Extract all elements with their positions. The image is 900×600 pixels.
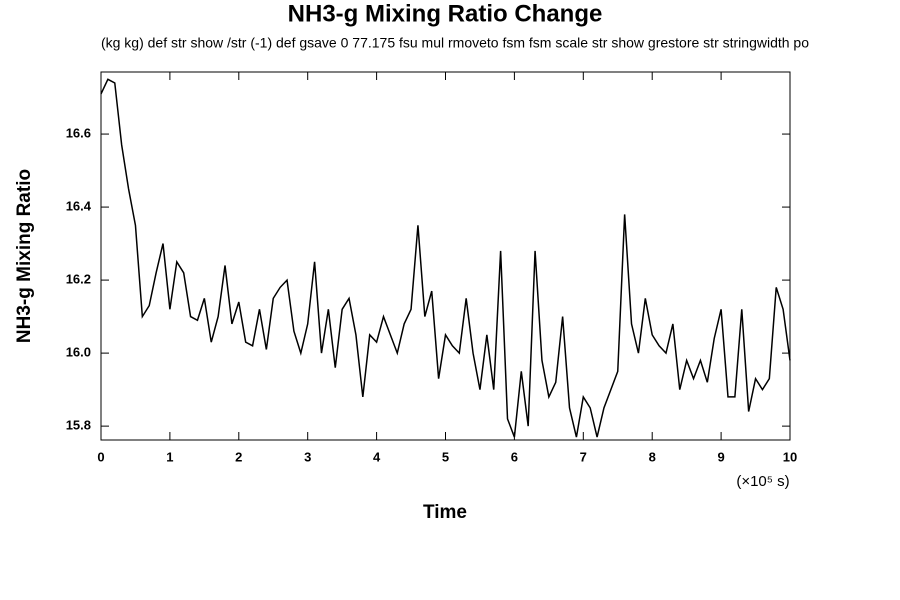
chart-subtitle: (kg kg) def str show /str (-1) def gsave… bbox=[101, 35, 809, 51]
y-tick-label: 16.4 bbox=[66, 199, 92, 214]
x-tick-label: 1 bbox=[166, 449, 173, 464]
x-tick-label: 8 bbox=[649, 449, 656, 464]
chart-title: NH3-g Mixing Ratio Change bbox=[288, 0, 603, 27]
plot-frame bbox=[100, 71, 791, 441]
x-tick-label: 3 bbox=[304, 449, 311, 464]
x-tick-label: 9 bbox=[717, 449, 724, 464]
x-tick-label: 2 bbox=[235, 449, 242, 464]
x-axis-label: Time bbox=[423, 502, 467, 523]
x-tick-label: 0 bbox=[97, 449, 104, 464]
y-tick-label: 16.6 bbox=[66, 126, 91, 141]
x-axis-unit: (×10⁵ s) bbox=[736, 473, 789, 490]
x-tick-label: 4 bbox=[373, 449, 381, 464]
y-tick-label: 16.0 bbox=[66, 345, 91, 360]
x-tick-label: 5 bbox=[442, 449, 449, 464]
x-tick-label: 10 bbox=[783, 449, 797, 464]
x-tick-label: 7 bbox=[580, 449, 587, 464]
data-line bbox=[100, 78, 791, 438]
y-tick-label: 16.2 bbox=[66, 272, 91, 287]
x-tick-label: 6 bbox=[511, 449, 518, 464]
y-axis-label: NH3-g Mixing Ratio bbox=[14, 169, 35, 343]
y-tick-label: 15.8 bbox=[66, 418, 91, 433]
